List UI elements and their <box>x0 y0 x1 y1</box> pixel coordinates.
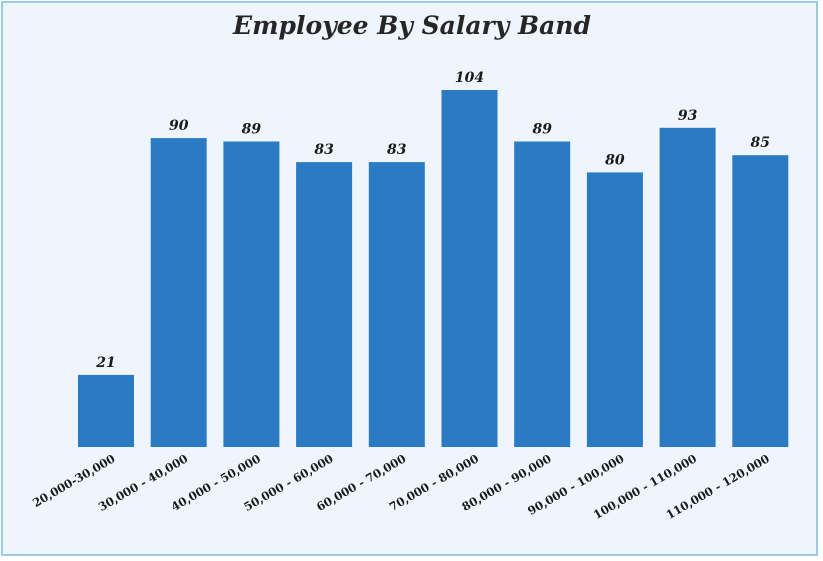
bar-4 <box>296 162 353 447</box>
bar-5 <box>368 162 425 447</box>
bar-1 <box>78 374 134 447</box>
bar-10 <box>732 155 789 447</box>
value-label-5: 83 <box>387 142 407 158</box>
bar-8 <box>586 172 643 447</box>
value-label-6: 104 <box>455 70 484 86</box>
value-label-4: 83 <box>314 142 334 158</box>
value-label-3: 89 <box>242 122 262 138</box>
bar-9 <box>659 127 716 448</box>
bar-7 <box>514 141 571 447</box>
bar-6 <box>441 90 498 447</box>
bars-group <box>78 90 789 448</box>
value-label-1: 21 <box>95 355 115 371</box>
value-label-10: 85 <box>751 135 770 151</box>
value-label-2: 90 <box>169 118 189 134</box>
bar-3 <box>223 141 280 447</box>
bar-2 <box>150 138 207 447</box>
value-label-9: 93 <box>678 108 698 124</box>
chart-title: Employee By Salary Band <box>232 11 591 40</box>
value-labels-group: 21 90 89 83 83 104 89 80 93 85 <box>95 70 770 371</box>
value-label-7: 89 <box>532 122 552 138</box>
value-label-8: 80 <box>605 152 625 168</box>
